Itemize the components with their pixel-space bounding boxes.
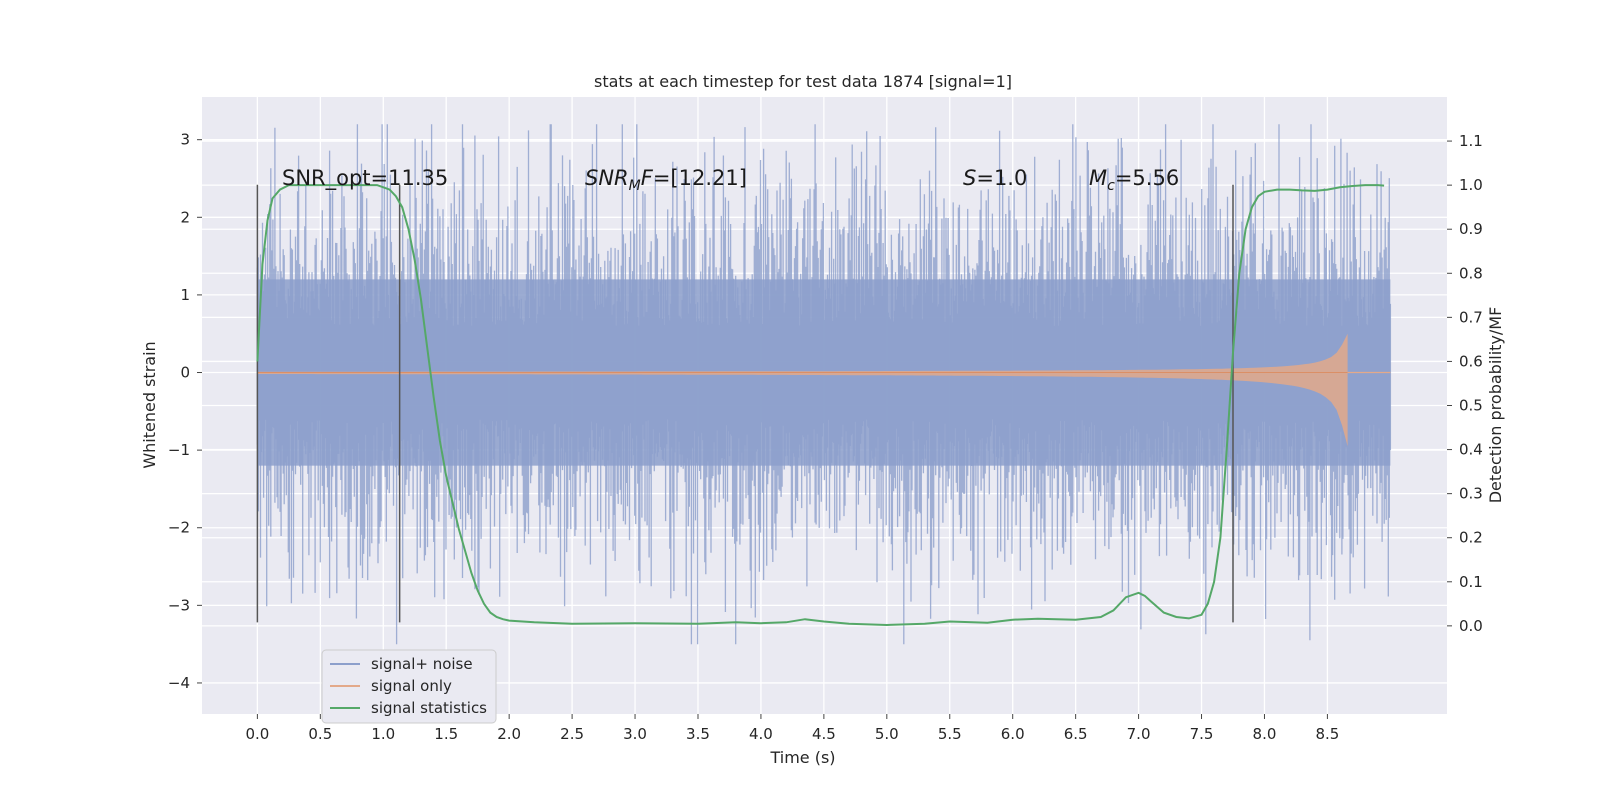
- annotation-s: S=1.0: [963, 166, 1027, 190]
- y-tick-label: −1: [168, 441, 190, 459]
- y-tick-label: 0: [180, 364, 190, 382]
- x-tick-label: 4.0: [749, 725, 773, 743]
- annotation-snr-mf: SNRMF=[12.21]: [585, 166, 747, 194]
- y-right-tick-label: 0.4: [1459, 441, 1483, 459]
- y-right-tick-label: 0.3: [1459, 485, 1483, 503]
- y-tick-label: 2: [180, 208, 190, 226]
- y-tick-label: 3: [180, 131, 190, 149]
- y-right-tick-label: 0.1: [1459, 573, 1483, 591]
- x-tick-label: 6.0: [1001, 725, 1025, 743]
- x-tick-label: 0.0: [245, 725, 269, 743]
- series-signal-statistics: [256, 184, 1385, 627]
- y-right-tick-label: 0.5: [1459, 397, 1483, 415]
- annotation-snr-opt: SNR_opt=11.35: [282, 166, 448, 191]
- y-tick-label: −4: [168, 674, 190, 692]
- y-tick-label: −3: [168, 596, 190, 614]
- x-tick-label: 7.5: [1190, 725, 1214, 743]
- y-right-tick-label: 0.2: [1459, 529, 1483, 547]
- y-axis-label: Whitened strain: [140, 341, 159, 468]
- x-tick-label: 0.5: [308, 725, 332, 743]
- legend-label-signal-noise: signal+ noise: [371, 655, 473, 673]
- legend: signal+ noise signal only signal statist…: [321, 649, 497, 724]
- x-tick-label: 8.0: [1253, 725, 1277, 743]
- x-tick-label: 7.0: [1127, 725, 1151, 743]
- y-right-tick-label: 0.8: [1459, 264, 1483, 282]
- x-tick-label: 5.0: [875, 725, 899, 743]
- y-right-tick-label: 1.0: [1459, 176, 1483, 194]
- x-tick-label: 3.5: [686, 725, 710, 743]
- x-axis-ticks: 0.0 0.5 1.0 1.5 2.0 2.5 3.0 3.5 4.0 4.5 5.0 5.5 6.0 6…: [245, 714, 1339, 743]
- y-axis-ticks: 3 2 1 0 −1 −2 −3 −4: [168, 131, 202, 692]
- y-tick-label: 1: [180, 286, 190, 304]
- y-right-tick-label: 1.1: [1459, 132, 1483, 150]
- y-right-axis-ticks: 1.1 1.0 0.9 0.8 0.7 0.6 0.5 0.4 0.3 0.2 0.1 0.0: [1447, 132, 1483, 635]
- x-tick-label: 5.5: [938, 725, 962, 743]
- series-signal-only: [257, 333, 1391, 447]
- x-tick-label: 6.5: [1064, 725, 1088, 743]
- x-tick-label: 1.5: [434, 725, 458, 743]
- x-tick-label: 2.0: [497, 725, 521, 743]
- chart-title: stats at each timestep for test data 187…: [594, 72, 1012, 91]
- x-tick-label: 1.0: [371, 725, 395, 743]
- x-tick-label: 4.5: [812, 725, 836, 743]
- statistics-line: [256, 184, 1385, 627]
- vertical-markers: [256, 184, 1234, 623]
- legend-label-signal-statistics: signal statistics: [371, 699, 487, 717]
- y-right-tick-label: 0.7: [1459, 308, 1483, 326]
- x-tick-label: 2.5: [560, 725, 584, 743]
- legend-box: [321, 649, 497, 724]
- x-tick-label: 8.5: [1315, 725, 1339, 743]
- y-right-tick-label: 0.6: [1459, 352, 1483, 370]
- x-tick-label: 3.0: [623, 725, 647, 743]
- x-axis-label: Time (s): [769, 748, 835, 767]
- annotation-mc: Mc=5.56: [1089, 166, 1179, 194]
- y-right-tick-label: 0.9: [1459, 220, 1483, 238]
- legend-label-signal-only: signal only: [371, 677, 452, 695]
- y-right-tick-label: 0.0: [1459, 617, 1483, 635]
- y-right-axis-label: Detection probability/MF: [1486, 307, 1505, 504]
- y-tick-label: −2: [168, 519, 190, 537]
